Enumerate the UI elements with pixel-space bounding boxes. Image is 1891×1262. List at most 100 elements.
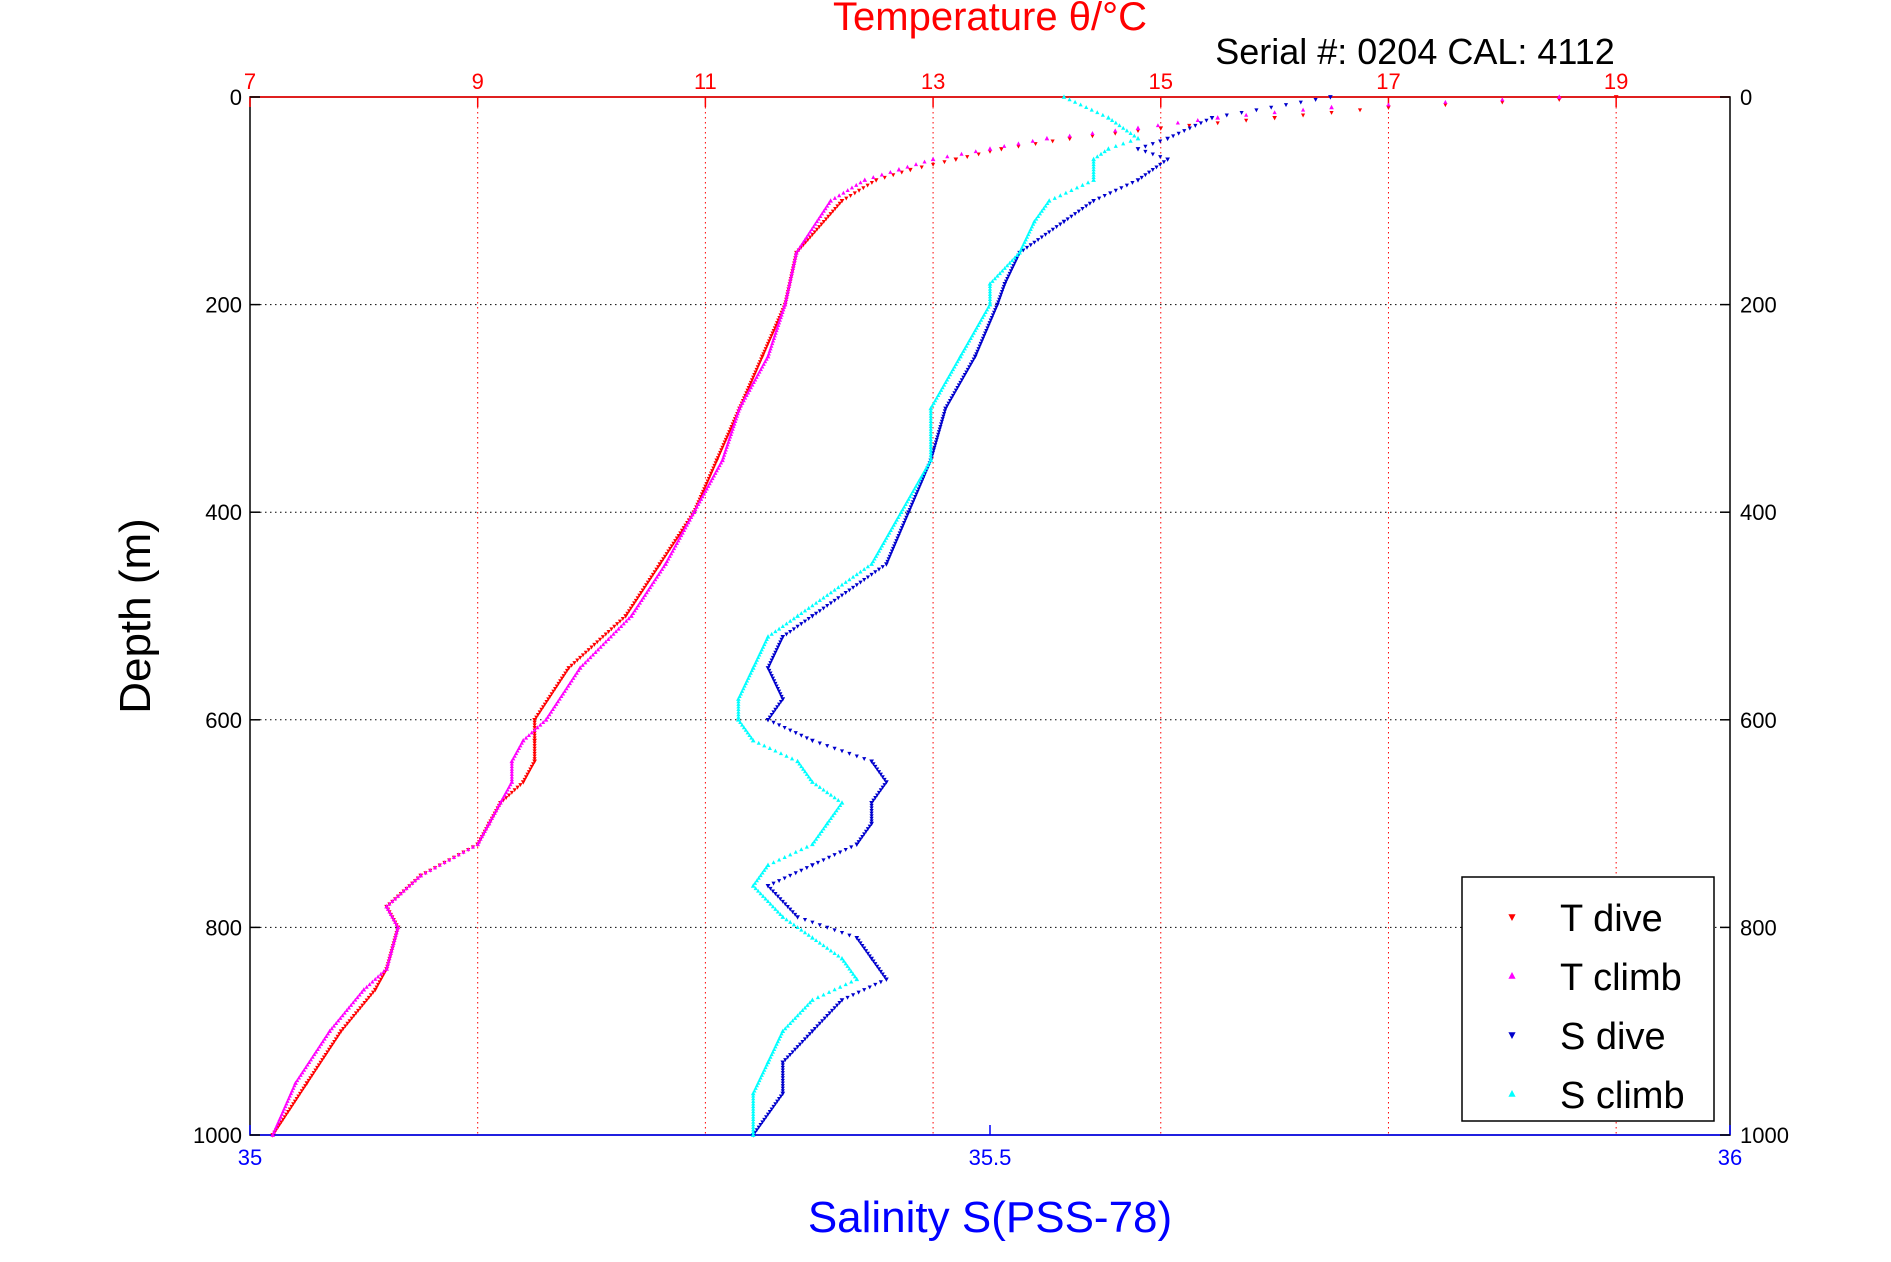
- data-point: [780, 634, 786, 640]
- data-point: [518, 743, 523, 748]
- data-point: [1124, 183, 1129, 188]
- data-point: [823, 217, 829, 222]
- data-point: [1182, 129, 1187, 134]
- data-point: [387, 901, 392, 906]
- data-point: [385, 961, 391, 966]
- data-point: [754, 374, 759, 379]
- data-point: [814, 938, 819, 942]
- data-point: [861, 186, 866, 191]
- data-point: [814, 782, 819, 787]
- data-point: [760, 644, 766, 649]
- data-point: [983, 331, 988, 336]
- data-point: [624, 618, 629, 623]
- data-point: [364, 998, 369, 1003]
- data-point: [994, 305, 999, 310]
- data-point: [1095, 154, 1100, 159]
- data-point: [727, 430, 732, 435]
- data-point: [652, 570, 657, 575]
- data-point: [291, 1102, 296, 1107]
- data-point: [995, 302, 1000, 308]
- data-point: [757, 369, 762, 374]
- data-point: [1028, 227, 1033, 231]
- data-point: [673, 543, 678, 548]
- data-point: [880, 775, 885, 780]
- data-point: [945, 404, 950, 409]
- data-point: [973, 328, 978, 333]
- data-point: [410, 880, 415, 885]
- temperature-tick-label: 11: [694, 69, 717, 94]
- data-point: [684, 522, 689, 527]
- data-point: [520, 780, 526, 785]
- data-point: [572, 661, 577, 666]
- data-point: [971, 330, 976, 335]
- data-point: [918, 482, 923, 486]
- data-point: [862, 578, 867, 582]
- data-point: [1147, 170, 1152, 175]
- data-point: [674, 541, 679, 545]
- data-point: [871, 798, 876, 803]
- data-point: [836, 797, 841, 802]
- data-point: [793, 731, 798, 736]
- data-point: [838, 984, 843, 989]
- data-point: [504, 796, 509, 800]
- data-point: [640, 588, 645, 593]
- data-point: [598, 644, 603, 649]
- data-point: [532, 751, 537, 756]
- data-point: [875, 767, 880, 772]
- data-point: [896, 533, 901, 538]
- data-point: [785, 1023, 790, 1028]
- data-point: [702, 487, 707, 492]
- data-point: [1150, 142, 1155, 147]
- data-point: [535, 713, 541, 717]
- data-point: [815, 995, 821, 1000]
- data-point: [378, 977, 383, 982]
- data-point: [751, 380, 756, 385]
- data-point: [799, 927, 804, 932]
- data-point: [869, 561, 874, 566]
- data-point: [289, 1104, 294, 1109]
- data-point: [975, 349, 980, 354]
- data-point: [395, 893, 401, 898]
- data-point: [735, 411, 740, 416]
- data-point: [726, 432, 731, 437]
- data-point: [851, 574, 856, 579]
- data-point: [308, 1057, 313, 1062]
- data-point: [799, 622, 804, 627]
- data-point: [750, 1090, 756, 1096]
- data-point: [785, 1055, 790, 1060]
- data-point: [635, 596, 640, 601]
- data-point: [871, 762, 876, 767]
- data-point: [810, 779, 815, 784]
- data-point: [714, 458, 720, 463]
- data-point: [762, 1117, 767, 1122]
- data-point: [1176, 131, 1181, 136]
- data-point: [871, 959, 876, 964]
- data-point: [550, 707, 555, 712]
- data-point: [927, 460, 932, 465]
- data-point: [677, 535, 682, 540]
- data-point: [773, 681, 778, 686]
- data-point: [771, 1104, 776, 1109]
- data-point: [703, 489, 708, 494]
- data-point: [852, 974, 858, 979]
- axis-ticks: [249, 96, 1731, 1136]
- data-point: [928, 455, 933, 460]
- data-point: [1054, 225, 1059, 230]
- depth-tick-label-left: 800: [205, 915, 242, 940]
- data-point: [770, 655, 776, 660]
- data-point: [742, 683, 747, 688]
- data-point: [980, 315, 985, 320]
- data-point: [824, 821, 830, 826]
- data-point: [862, 946, 867, 951]
- data-point: [759, 647, 764, 652]
- data-point: [781, 307, 786, 312]
- data-point: [801, 766, 806, 771]
- data-point: [880, 972, 885, 977]
- data-point: [745, 730, 750, 735]
- data-point: [950, 393, 956, 398]
- data-point: [1215, 121, 1220, 126]
- data-point: [1012, 255, 1017, 260]
- data-point: [647, 578, 652, 582]
- data-point: [606, 637, 611, 641]
- data-point: [899, 170, 904, 175]
